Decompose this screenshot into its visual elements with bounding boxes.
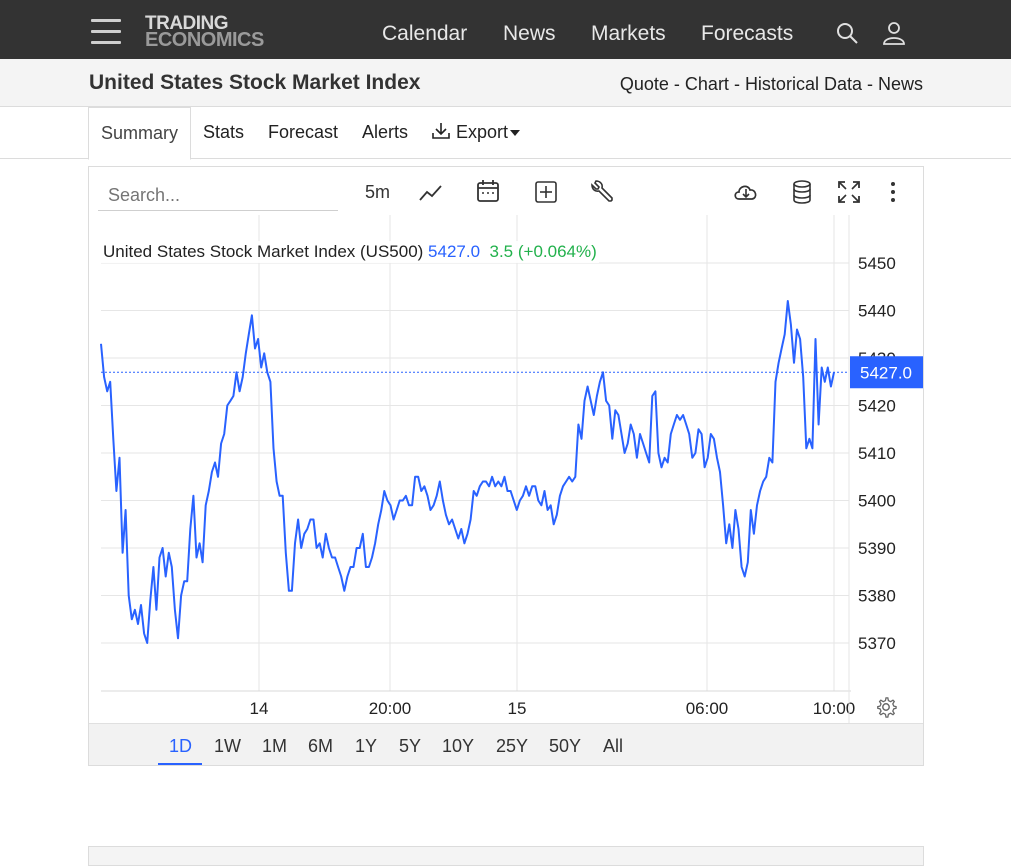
- nav-forecasts[interactable]: Forecasts: [701, 22, 794, 45]
- download-icon: [432, 123, 450, 139]
- range-bar: 1D 1W 1M 6M 1Y 5Y 10Y 25Y 50Y All: [89, 723, 923, 765]
- tab-summary[interactable]: Summary: [88, 107, 192, 160]
- range-1w[interactable]: 1W: [214, 736, 241, 756]
- link-quote[interactable]: Quote: [619, 74, 669, 94]
- active-range-underline: [158, 763, 202, 765]
- more-vertical-icon[interactable]: [889, 179, 897, 205]
- next-section-card: [88, 846, 924, 866]
- last-price-tag: [850, 356, 923, 389]
- wrench-icon[interactable]: [591, 179, 615, 205]
- nav-markets[interactable]: Markets: [591, 22, 666, 45]
- range-all[interactable]: All: [603, 736, 624, 756]
- tab-alerts[interactable]: Alerts: [362, 122, 409, 142]
- database-icon[interactable]: [792, 179, 812, 205]
- legend-series-name: United States Stock Market Index (US500): [103, 242, 424, 261]
- link-separator: -: [668, 74, 685, 94]
- series-line-us500: [100, 300, 835, 644]
- quick-links: Quote - Chart - Historical Data - News: [620, 74, 923, 95]
- x-tick-label: 10:00: [813, 699, 856, 718]
- logo[interactable]: TRADING ECONOMICS: [145, 13, 264, 51]
- range-10y[interactable]: 10Y: [442, 736, 475, 756]
- range-1m[interactable]: 1M: [262, 736, 288, 756]
- y-tick-label: 5380: [858, 587, 896, 606]
- range-25y[interactable]: 25Y: [496, 736, 529, 756]
- title-bar: United States Stock Market Index Quote -…: [0, 59, 1011, 107]
- y-tick-label: 5450: [858, 254, 896, 273]
- x-tick-label: 14: [250, 699, 269, 718]
- range-50y[interactable]: 50Y: [549, 736, 582, 756]
- settings-gear-icon[interactable]: [875, 696, 897, 718]
- search-icon[interactable]: [835, 21, 859, 45]
- link-chart[interactable]: Chart: [684, 74, 729, 94]
- user-icon[interactable]: [882, 21, 906, 45]
- range-1y[interactable]: 1Y: [355, 736, 378, 756]
- link-separator: -: [861, 74, 878, 94]
- export-label: Export: [456, 122, 509, 142]
- search-input[interactable]: [98, 181, 338, 211]
- nav-news[interactable]: News: [503, 22, 556, 45]
- link-news[interactable]: News: [877, 74, 923, 94]
- chart-legend: United States Stock Market Index (US500)…: [101, 241, 599, 263]
- menu-icon[interactable]: [91, 19, 121, 45]
- tab-forecast[interactable]: Forecast: [268, 122, 339, 142]
- page-title: United States Stock Market Index: [89, 71, 421, 94]
- y-tick-label: 5410: [858, 444, 896, 463]
- logo-line1: TRADING: [145, 13, 229, 34]
- x-tick-label: 20:00: [369, 699, 412, 718]
- legend-change: 3.5 (+0.064%): [489, 242, 597, 261]
- range-1d[interactable]: 1D: [169, 736, 193, 756]
- nav-calendar[interactable]: Calendar: [382, 22, 468, 45]
- top-nav-bar: TRADING ECONOMICS Calendar News Markets …: [0, 0, 1011, 59]
- link-separator: -: [728, 74, 745, 94]
- y-tick-label: 5370: [858, 634, 896, 653]
- y-tick-label: 5400: [858, 492, 896, 511]
- x-tick-label: 15: [508, 699, 527, 718]
- caret-down-icon: [510, 130, 521, 137]
- calendar-icon[interactable]: [476, 178, 500, 204]
- chart-card: 5m 5370538053905400541054205430544054501…: [88, 166, 924, 766]
- add-indicator-icon[interactable]: [535, 179, 557, 205]
- last-price-label: 5427.0: [860, 363, 912, 382]
- cloud-download-icon[interactable]: [732, 179, 760, 205]
- link-historical-data[interactable]: Historical Data: [744, 74, 862, 94]
- legend-price: 5427.0: [428, 242, 481, 261]
- x-tick-label: 06:00: [686, 699, 729, 718]
- y-tick-label: 5420: [858, 397, 896, 416]
- fullscreen-icon[interactable]: [837, 179, 861, 205]
- tab-export[interactable]: Export: [431, 107, 521, 159]
- y-tick-label: 5440: [858, 302, 896, 321]
- interval-selector[interactable]: 5m: [365, 182, 391, 202]
- range-5y[interactable]: 5Y: [399, 736, 422, 756]
- line-chart-icon[interactable]: [418, 180, 444, 206]
- y-tick-label: 5390: [858, 539, 896, 558]
- tabs-row: Summary Stats Forecast Alerts Export: [0, 107, 1011, 160]
- tab-stats[interactable]: Stats: [203, 122, 245, 142]
- logo-line2: ECONOMICS: [145, 29, 264, 51]
- range-6m[interactable]: 6M: [308, 736, 334, 756]
- price-chart[interactable]: 5370538053905400541054205430544054501420…: [89, 215, 923, 723]
